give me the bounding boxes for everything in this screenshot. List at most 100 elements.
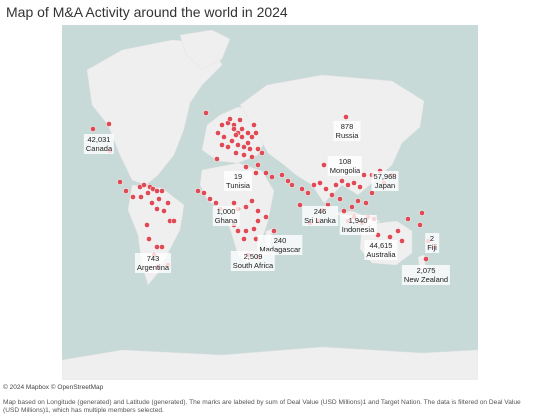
deal-marker[interactable] xyxy=(255,146,261,152)
deal-marker[interactable] xyxy=(214,156,220,162)
deal-marker[interactable] xyxy=(255,218,261,224)
deal-marker[interactable] xyxy=(156,196,162,202)
deal-marker[interactable] xyxy=(285,178,291,184)
deal-marker[interactable] xyxy=(317,180,323,186)
deal-marker[interactable] xyxy=(337,196,343,202)
deal-marker[interactable] xyxy=(333,182,339,188)
deal-marker[interactable] xyxy=(154,188,160,194)
deal-marker[interactable] xyxy=(245,140,251,146)
deal-marker[interactable] xyxy=(249,134,255,140)
deal-marker[interactable] xyxy=(329,192,335,198)
deal-marker[interactable] xyxy=(299,186,305,192)
deal-marker[interactable] xyxy=(195,188,201,194)
deal-marker[interactable] xyxy=(417,222,423,228)
deal-marker[interactable] xyxy=(243,228,249,234)
deal-marker[interactable] xyxy=(233,150,239,156)
deal-marker[interactable] xyxy=(241,144,247,150)
deal-marker[interactable] xyxy=(171,218,177,224)
deal-marker[interactable] xyxy=(243,204,249,210)
deal-marker[interactable] xyxy=(375,232,381,238)
deal-marker[interactable] xyxy=(243,164,249,170)
deal-marker[interactable] xyxy=(145,190,151,196)
deal-marker[interactable] xyxy=(141,182,147,188)
deal-marker[interactable] xyxy=(395,228,401,234)
deal-marker[interactable] xyxy=(251,226,257,232)
deal-marker[interactable] xyxy=(263,170,269,176)
deal-marker[interactable] xyxy=(349,204,355,210)
deal-marker[interactable] xyxy=(207,196,213,202)
deal-marker[interactable] xyxy=(305,190,311,196)
deal-marker[interactable] xyxy=(149,200,155,206)
world-map[interactable]: 42,031 Canada 878 Russia 108 Mongolia 57,96… xyxy=(62,25,478,380)
deal-marker[interactable] xyxy=(146,236,152,242)
deal-marker[interactable] xyxy=(231,200,237,206)
deal-marker[interactable] xyxy=(351,180,357,186)
deal-marker[interactable] xyxy=(227,116,233,122)
deal-marker[interactable] xyxy=(215,130,221,136)
deal-marker[interactable] xyxy=(144,222,150,228)
deal-marker[interactable] xyxy=(369,190,375,196)
deal-marker[interactable] xyxy=(247,146,253,152)
deal-marker[interactable] xyxy=(259,150,265,156)
deal-marker[interactable] xyxy=(106,121,112,127)
deal-marker[interactable] xyxy=(311,182,317,188)
deal-marker[interactable] xyxy=(221,134,227,140)
deal-marker[interactable] xyxy=(219,142,225,148)
deal-marker[interactable] xyxy=(249,154,255,160)
deal-marker[interactable] xyxy=(419,210,425,216)
deal-marker[interactable] xyxy=(341,208,347,214)
deal-marker[interactable] xyxy=(235,228,241,234)
deal-marker[interactable] xyxy=(253,130,259,136)
deal-marker[interactable] xyxy=(245,130,251,136)
deal-marker[interactable] xyxy=(357,184,363,190)
deal-marker[interactable] xyxy=(90,126,96,132)
deal-marker[interactable] xyxy=(229,138,235,144)
deal-marker[interactable] xyxy=(249,198,255,204)
deal-marker[interactable] xyxy=(239,134,245,140)
deal-marker[interactable] xyxy=(263,214,269,220)
deal-marker[interactable] xyxy=(399,238,405,244)
deal-marker[interactable] xyxy=(219,122,225,128)
deal-marker[interactable] xyxy=(225,144,231,150)
deal-marker[interactable] xyxy=(255,162,261,168)
deal-marker[interactable] xyxy=(159,188,165,194)
deal-marker[interactable] xyxy=(339,178,345,184)
deal-marker[interactable] xyxy=(405,216,411,222)
deal-marker[interactable] xyxy=(154,244,160,250)
deal-marker[interactable] xyxy=(239,126,245,132)
deal-marker[interactable] xyxy=(201,190,207,196)
deal-marker[interactable] xyxy=(297,202,303,208)
deal-marker[interactable] xyxy=(343,114,349,120)
deal-marker[interactable] xyxy=(161,208,167,214)
deal-marker[interactable] xyxy=(251,122,257,128)
map-canvas[interactable] xyxy=(62,25,478,380)
deal-marker[interactable] xyxy=(237,117,243,123)
deal-marker[interactable] xyxy=(154,206,160,212)
deal-marker[interactable] xyxy=(255,208,261,214)
deal-marker[interactable] xyxy=(130,194,136,200)
deal-marker[interactable] xyxy=(138,194,144,200)
deal-marker[interactable] xyxy=(271,228,277,234)
deal-marker[interactable] xyxy=(363,200,369,206)
deal-marker[interactable] xyxy=(231,126,237,132)
deal-marker[interactable] xyxy=(321,162,327,168)
deal-marker[interactable] xyxy=(241,152,247,158)
deal-marker[interactable] xyxy=(233,132,239,138)
deal-marker[interactable] xyxy=(213,200,219,206)
deal-marker[interactable] xyxy=(345,182,351,188)
deal-marker[interactable] xyxy=(235,142,241,148)
deal-marker[interactable] xyxy=(117,179,123,185)
deal-marker[interactable] xyxy=(323,186,329,192)
deal-marker[interactable] xyxy=(241,236,247,242)
deal-marker[interactable] xyxy=(423,256,429,262)
deal-marker[interactable] xyxy=(355,198,361,204)
deal-marker[interactable] xyxy=(387,234,393,240)
deal-marker[interactable] xyxy=(165,200,171,206)
deal-marker[interactable] xyxy=(123,188,129,194)
deal-marker[interactable] xyxy=(289,182,295,188)
deal-marker[interactable] xyxy=(203,110,209,116)
deal-marker[interactable] xyxy=(279,172,285,178)
deal-marker[interactable] xyxy=(253,170,259,176)
deal-marker[interactable] xyxy=(159,244,165,250)
deal-marker[interactable] xyxy=(269,174,275,180)
